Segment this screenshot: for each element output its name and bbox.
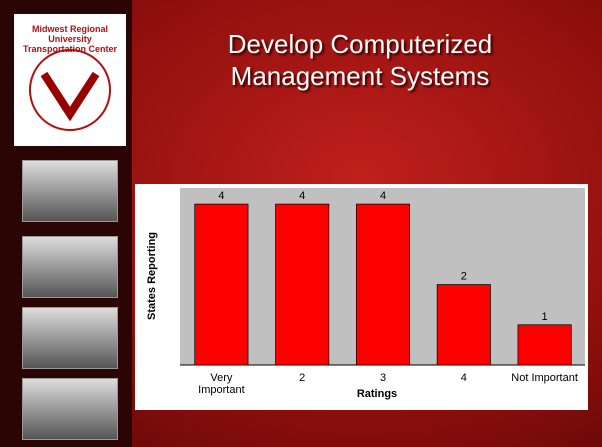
chart-box: States Reporting 4 4 4 2 1 Ratings Very Impo… — [135, 184, 588, 410]
train-photo — [22, 236, 118, 298]
y-axis-title: States Reporting — [146, 232, 158, 320]
value-label: 4 — [299, 190, 305, 202]
x-tick-label: 2 — [299, 372, 306, 384]
value-label: 4 — [218, 190, 224, 202]
plane-photo — [22, 307, 118, 369]
logo-text: Midwest Regional University Transportati… — [22, 24, 117, 54]
bar — [436, 284, 491, 366]
logo: Midwest Regional University Transportati… — [14, 14, 126, 146]
truck-photo — [22, 160, 118, 222]
bar — [194, 203, 249, 366]
bar — [517, 324, 572, 366]
bar — [355, 203, 411, 366]
logo-mark — [29, 49, 111, 131]
x-tick-label: 4 — [460, 372, 467, 384]
x-tick-label: Very Important — [198, 372, 245, 396]
ship-photo — [22, 378, 118, 440]
chart: States Reporting 4 4 4 2 1 — [146, 188, 585, 366]
x-tick-label: 3 — [379, 372, 387, 384]
bar — [275, 203, 330, 366]
x-tick-label: Not Important — [511, 372, 578, 384]
value-label: 1 — [542, 311, 548, 323]
value-label: 4 — [380, 190, 386, 202]
slide-title: Develop Computerized Management Systems — [227, 29, 493, 91]
value-label: 2 — [461, 271, 467, 283]
x-axis-title: Ratings — [356, 388, 398, 400]
side-strip: Midwest Regional University Transportati… — [0, 0, 132, 447]
